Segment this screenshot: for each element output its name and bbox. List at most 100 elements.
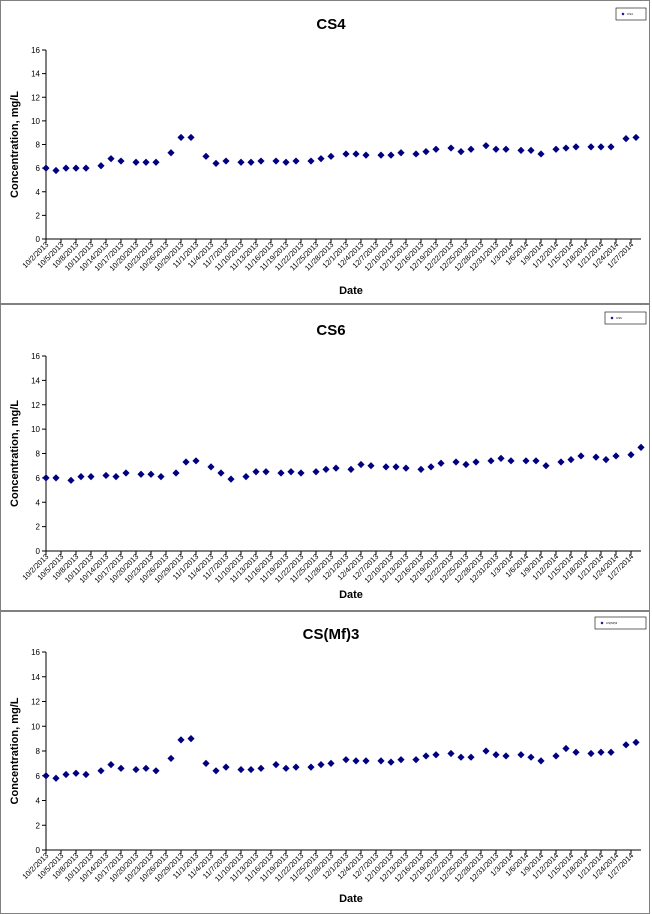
data-point (192, 457, 200, 465)
y-tick-label: 6 (36, 164, 41, 173)
data-point (142, 158, 150, 166)
y-tick-label: 6 (36, 772, 41, 781)
data-point (292, 763, 300, 771)
y-tick-label: 0 (36, 235, 41, 244)
data-point (277, 469, 285, 477)
data-point (42, 474, 50, 482)
legend-marker (621, 12, 625, 16)
data-point (117, 764, 125, 772)
data-point (317, 761, 325, 769)
data-point (307, 763, 315, 771)
y-tick-label: 12 (31, 93, 40, 102)
data-point (572, 748, 580, 756)
data-point (592, 453, 600, 461)
data-point (507, 457, 515, 465)
data-point (422, 752, 430, 760)
data-point (182, 458, 190, 466)
y-tick-label: 14 (31, 673, 40, 682)
data-point (292, 157, 300, 165)
data-point (42, 164, 50, 172)
data-point (332, 464, 340, 472)
legend-marker (600, 621, 604, 625)
data-point (227, 475, 235, 483)
data-point (77, 473, 85, 481)
data-point (247, 158, 255, 166)
data-point (457, 147, 465, 156)
data-point (527, 146, 535, 155)
data-point (462, 460, 470, 469)
data-point (467, 145, 475, 153)
data-point (607, 143, 615, 151)
data-point (422, 147, 430, 156)
chart-title: CS4 (316, 16, 346, 33)
data-point (147, 470, 155, 478)
data-point (397, 756, 405, 764)
data-point (377, 151, 385, 159)
data-point (352, 150, 360, 158)
y-tick-label: 0 (36, 547, 41, 556)
chart-title: CS(Mf)3 (303, 626, 360, 643)
x-axis-title: Date (339, 893, 363, 905)
data-point (352, 757, 360, 765)
y-axis-title: Concentration, mg/L (9, 697, 21, 804)
data-point (537, 757, 545, 765)
data-point (402, 464, 410, 472)
data-point (262, 468, 270, 476)
data-point (447, 749, 455, 758)
y-tick-label: 12 (31, 698, 40, 707)
data-point (587, 143, 595, 151)
data-point (497, 454, 505, 462)
data-point (157, 473, 165, 481)
data-point (517, 146, 525, 155)
y-tick-label: 14 (31, 376, 40, 385)
y-tick-label: 16 (31, 352, 40, 361)
y-tick-label: 4 (36, 498, 41, 507)
data-point (222, 763, 230, 771)
data-point (82, 164, 90, 172)
y-axis-title: Concentration, mg/L (9, 91, 21, 198)
data-point (447, 144, 455, 152)
data-point (82, 770, 90, 779)
data-point (42, 772, 50, 780)
data-point (632, 738, 640, 746)
data-point (202, 152, 210, 160)
data-point (52, 774, 60, 782)
data-point (317, 155, 325, 163)
data-point (362, 757, 370, 765)
data-point (217, 469, 225, 477)
data-point (607, 748, 615, 756)
chart-csmf3: CS(Mf)3 CS(Mf)3 0 2 4 6 8 10 12 14 16 Concentration… (9, 616, 647, 905)
data-point (482, 747, 490, 755)
data-point (632, 133, 640, 142)
data-point (482, 142, 490, 150)
data-point (97, 162, 105, 170)
data-point (487, 457, 495, 465)
data-point (437, 459, 445, 467)
data-point (587, 749, 595, 758)
y-tick-label: 16 (31, 46, 40, 55)
y-tick-label: 10 (31, 425, 40, 434)
data-point (152, 767, 160, 775)
data-point (357, 460, 365, 469)
y-tick-label: 8 (36, 141, 41, 150)
data-point (567, 455, 575, 464)
data-point (342, 150, 350, 158)
data-point (527, 753, 535, 761)
legend-box (594, 616, 647, 630)
data-point (392, 463, 400, 471)
data-point (472, 458, 480, 466)
data-point (427, 463, 435, 471)
data-point (597, 143, 605, 151)
data-point (202, 759, 210, 767)
legend-label: CS4 (627, 12, 633, 16)
data-point (452, 458, 460, 466)
data-point (537, 150, 545, 158)
y-tick-label: 10 (31, 722, 40, 731)
data-point (237, 158, 245, 166)
y-tick-label: 10 (31, 117, 40, 126)
data-point (102, 471, 110, 480)
data-point (457, 753, 465, 761)
chart-title: CS6 (316, 322, 345, 339)
y-tick-label: 16 (31, 648, 40, 657)
